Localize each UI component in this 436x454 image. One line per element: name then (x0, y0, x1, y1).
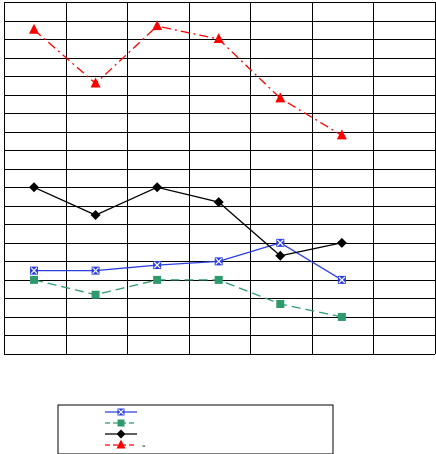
series-green-point (214, 275, 223, 284)
series-blue-point (276, 238, 285, 247)
series-blue-point (337, 275, 346, 284)
series-black (29, 182, 347, 261)
series-red-point (152, 20, 163, 31)
series-green (30, 275, 346, 321)
legend-swatch-marker (117, 419, 125, 427)
series-black-point (275, 250, 286, 261)
series-red-point (29, 23, 39, 34)
series-red-point (213, 33, 224, 44)
legend-entry-black (105, 429, 137, 439)
legend-swatch-marker (116, 429, 126, 439)
series-red-point (275, 92, 286, 103)
series-green-line (33, 279, 343, 318)
series-black-point (29, 182, 39, 193)
series-red-point (90, 77, 101, 88)
legend: - (57, 404, 334, 454)
series-green-point (30, 275, 38, 284)
series-black-point (336, 237, 347, 248)
series-red (29, 20, 347, 140)
legend-swatch-marker (117, 408, 125, 416)
legend-box (57, 404, 334, 454)
series-black-point (90, 210, 101, 221)
series-red-point (336, 129, 347, 140)
series-black-line (33, 186, 343, 257)
series-green-point (153, 275, 162, 284)
legend-entry-blue (105, 408, 137, 416)
plot-grid (4, 2, 436, 355)
series-blue-point (30, 266, 38, 275)
series-black-point (152, 182, 163, 193)
legend-entry-green (105, 419, 137, 427)
series-layer (29, 20, 347, 321)
series-blue-line (34, 242, 343, 281)
series-red-line (33, 25, 343, 136)
legend-entry-red: - (105, 439, 146, 452)
legend-label: - (142, 440, 146, 452)
series-blue-point (153, 261, 162, 270)
legend-swatch-marker (116, 439, 126, 449)
series-green-point (91, 290, 100, 299)
series-blue (30, 238, 346, 284)
series-black-point (213, 197, 224, 208)
series-green-point (337, 312, 346, 321)
series-blue-point (91, 266, 100, 275)
series-blue-point (214, 257, 223, 266)
series-green-point (276, 299, 285, 308)
